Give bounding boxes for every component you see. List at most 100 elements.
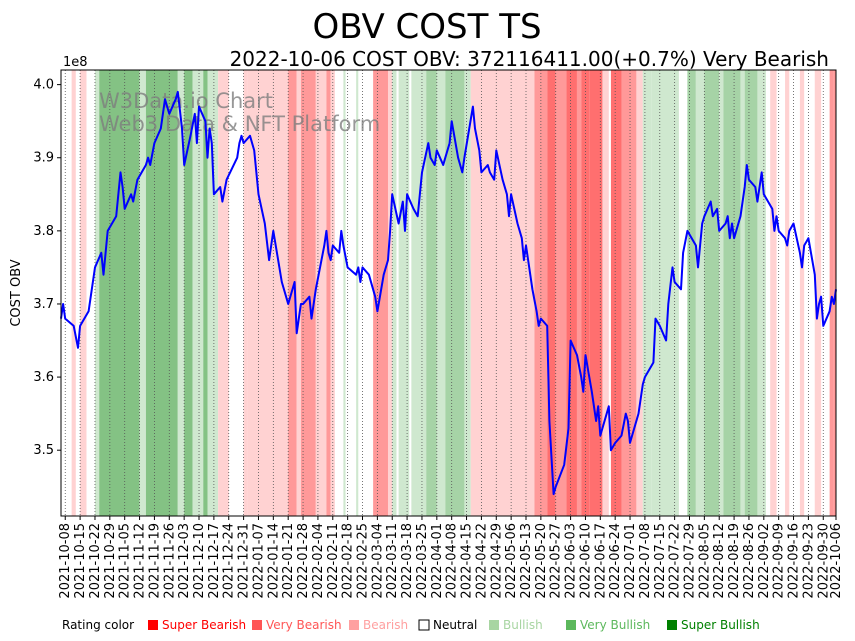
watermark-line-1: W3Data.io Chart [99, 89, 273, 113]
x-tick-label: 2022-07-08 [638, 523, 653, 599]
x-tick-label: 2022-02-04 [311, 523, 326, 599]
x-tick-label: 2022-06-24 [608, 523, 623, 599]
vertical-gridlines [64, 70, 837, 516]
chart-subtitle: 2022-10-06 COST OBV: 372116411.00(+0.7%)… [230, 47, 829, 71]
y-tick-label: 3.8 [33, 224, 54, 239]
x-tick-label: 2022-04-29 [489, 523, 504, 599]
legend-swatch [349, 620, 359, 630]
legend-swatch [489, 620, 499, 630]
x-tick-label: 2022-04-15 [460, 523, 475, 599]
rating-band-very-bearish [300, 70, 316, 516]
x-tick-label: 2022-07-22 [668, 523, 683, 599]
x-tick-label: 2022-09-02 [757, 523, 772, 599]
rating-band-very-bearish [326, 70, 331, 516]
y-tick-label: 4.0 [33, 78, 54, 93]
x-tick-label: 2022-04-08 [445, 523, 460, 599]
plot-frame [60, 69, 837, 517]
rating-band-very-bearish [621, 70, 637, 516]
rating-band-bearish [602, 70, 609, 516]
rating-band-bullish [411, 70, 427, 516]
rating-band-bearish [636, 70, 643, 516]
rating-band-super-bearish [547, 70, 556, 516]
rating-band-bearish [315, 70, 327, 516]
legend-item-label: Very Bearish [266, 618, 342, 632]
x-tick-label: 2022-08-26 [742, 523, 757, 599]
x-tick-label: 2021-11-12 [133, 523, 148, 599]
rating-band-bullish [695, 70, 705, 516]
legend-item-label: Neutral [433, 618, 477, 632]
y-tick-label: 3.5 [33, 443, 54, 458]
x-tick-label: 2022-06-17 [593, 523, 608, 599]
rating-band-bullish [392, 70, 397, 516]
x-tick-label: 2022-08-12 [712, 523, 727, 599]
rating-band-very-bullish [704, 70, 720, 516]
rating-band-bullish [642, 70, 652, 516]
y-axis-multiplier: 1e8 [63, 55, 88, 70]
x-tick-label: 2022-05-06 [504, 523, 519, 599]
x-tick-label: 2022-05-13 [519, 523, 534, 599]
rating-band-very-bullish [723, 70, 741, 516]
rating-band-bearish [247, 70, 289, 516]
rating-band-bullish [94, 70, 100, 516]
rating-band-bullish [719, 70, 724, 516]
rating-band-bearish [785, 70, 790, 516]
rating-band-super-bearish [566, 70, 577, 516]
rating-band-bullish [139, 70, 146, 516]
rating-band-bullish [464, 70, 471, 516]
x-tick-label: 2022-09-09 [772, 523, 787, 599]
rating-band-bullish [192, 70, 204, 516]
x-tick-label: 2021-10-08 [58, 523, 73, 599]
x-tick-label: 2022-03-25 [415, 523, 430, 599]
y-axis-label: COST OBV [9, 259, 24, 326]
y-tick-label: 3.7 [33, 297, 54, 312]
rating-legend: Rating color Super Bearish Very Bearish Be… [62, 618, 760, 632]
rating-band-bullish [740, 70, 745, 516]
x-tick-label: 2022-03-11 [385, 523, 400, 599]
x-tick-label: 2022-04-22 [474, 523, 489, 599]
rating-band-very-bearish [829, 70, 834, 516]
rating-band-bearish [296, 70, 301, 516]
x-tick-label: 2022-06-10 [578, 523, 593, 599]
rating-band-bearish [814, 70, 822, 516]
x-tick-label: 2022-08-19 [727, 523, 742, 599]
rating-band-bearish [799, 70, 805, 516]
x-tick-label: 2021-11-26 [162, 523, 177, 599]
x-tick-label: 2021-10-15 [73, 523, 88, 599]
x-tick-label: 2022-02-11 [326, 523, 341, 599]
rating-band-very-bearish [555, 70, 567, 516]
watermark-line-2: Web3 Data & NFT Platform [99, 112, 380, 136]
legend-item-label: Bearish [363, 618, 408, 632]
y-tick-label: 3.6 [33, 370, 54, 385]
legend-swatch [418, 619, 430, 631]
x-tick-label: 2022-04-01 [430, 523, 445, 599]
legend-swatch [667, 620, 677, 630]
obv-series-line [60, 90, 837, 496]
rating-band-bearish [243, 70, 248, 516]
x-tick-label: 2022-09-16 [787, 523, 802, 599]
legend-item-label: Very Bullish [580, 618, 650, 632]
x-tick-label: 2022-05-20 [534, 523, 549, 599]
x-tick-label: 2022-03-18 [400, 523, 415, 599]
x-tick-label: 2022-01-21 [281, 523, 296, 599]
rating-band-bearish [387, 70, 393, 516]
x-tick-label: 2021-12-31 [237, 523, 252, 599]
chart-title: OBV COST TS [312, 7, 541, 47]
rating-band-very-bullish [445, 70, 465, 516]
legend-swatch [252, 620, 262, 630]
legend-item-label: Bullish [503, 618, 543, 632]
rating-band-very-bullish [426, 70, 437, 516]
rating-band-bullish [177, 70, 185, 516]
rating-band-very-bearish [576, 70, 582, 516]
rating-band-bullish [757, 70, 766, 516]
legend-item-label: Super Bullish [681, 618, 760, 632]
rating-band-bearish [770, 70, 777, 516]
legend-item-label: Super Bearish [162, 618, 246, 632]
x-axis-ticks: 2021-10-08 2021-10-15 2021-10-22 2021-10-29… [58, 516, 844, 599]
rating-band-bearish [71, 70, 76, 516]
legend-swatch [148, 620, 158, 630]
x-tick-label: 2022-06-03 [564, 523, 579, 599]
y-tick-label: 3.9 [33, 151, 54, 166]
legend-swatch [566, 620, 576, 630]
rating-band-very-bullish [145, 70, 178, 516]
x-tick-label: 2022-03-04 [370, 523, 385, 599]
